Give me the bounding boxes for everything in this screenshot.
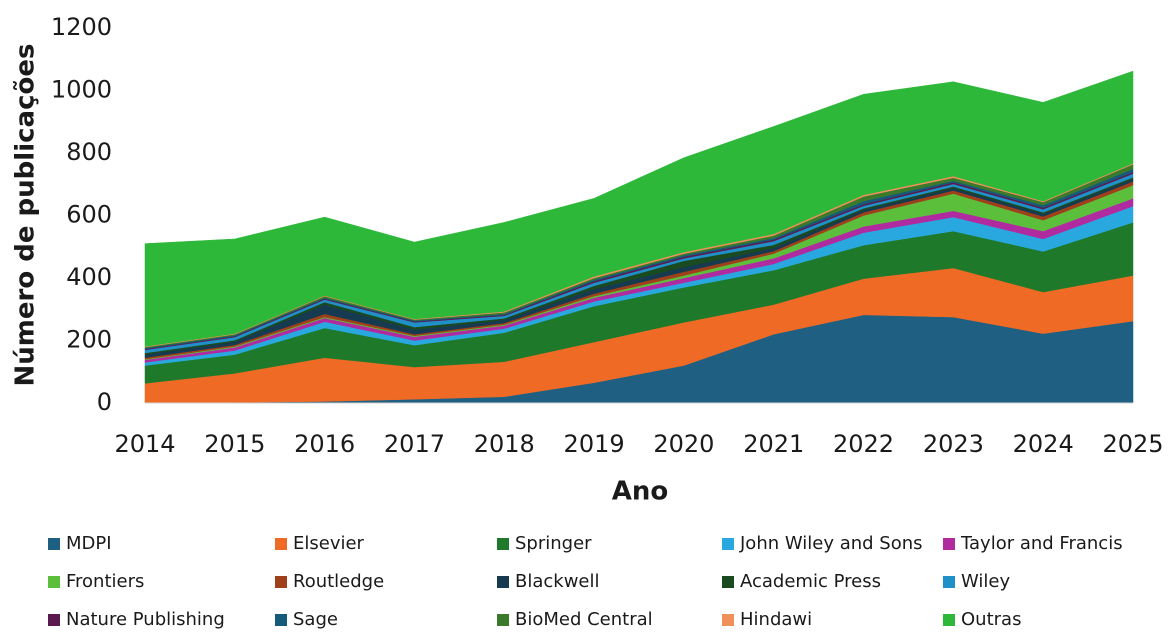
y-tick-label: 200 — [66, 326, 112, 354]
legend-swatch — [48, 576, 60, 588]
legend-label: Sage — [293, 609, 338, 630]
x-tick-label: 2025 — [1102, 430, 1163, 458]
legend-label: BioMed Central — [515, 609, 653, 630]
legend-label: Routledge — [293, 571, 384, 592]
legend-label: Springer — [515, 533, 592, 554]
legend-swatch — [943, 576, 955, 588]
x-tick-label: 2014 — [114, 430, 175, 458]
legend-label: Nature Publishing — [66, 609, 225, 630]
legend-swatch — [722, 576, 734, 588]
x-tick-label: 2016 — [294, 430, 355, 458]
legend-swatch — [275, 576, 287, 588]
x-tick-label: 2015 — [204, 430, 265, 458]
legend-label: MDPI — [66, 533, 112, 554]
y-tick-label: 1000 — [51, 76, 112, 104]
legend-swatch — [48, 538, 60, 550]
y-axis-title: Número de publicações — [11, 44, 41, 387]
legend-swatch — [943, 538, 955, 550]
legend-label: Academic Press — [740, 571, 881, 592]
legend-label: Hindawi — [740, 609, 812, 630]
y-tick-label: 600 — [66, 201, 112, 229]
legend-label: Outras — [961, 609, 1021, 630]
x-tick-label: 2023 — [923, 430, 984, 458]
legend-swatch — [722, 614, 734, 626]
x-axis-title: Ano — [612, 477, 669, 507]
x-tick-label: 2020 — [653, 430, 714, 458]
area — [144, 70, 1134, 347]
y-tick-label: 0 — [97, 388, 112, 416]
legend-swatch — [497, 538, 509, 550]
y-tick-label: 400 — [66, 263, 112, 291]
x-tick-label: 2019 — [564, 430, 625, 458]
legend-swatch — [48, 614, 60, 626]
legend-swatch — [497, 614, 509, 626]
x-tick-label: 2017 — [384, 430, 445, 458]
legend-swatch — [275, 538, 287, 550]
x-tick-label: 2024 — [1013, 430, 1074, 458]
legend-label: John Wiley and Sons — [739, 533, 923, 554]
legend-label: Taylor and Francis — [960, 533, 1123, 554]
x-tick-label: 2022 — [833, 430, 894, 458]
legend-swatch — [497, 576, 509, 588]
areas — [144, 70, 1134, 404]
legend-swatch — [722, 538, 734, 550]
y-tick-label: 800 — [66, 138, 112, 166]
legend-label: Frontiers — [66, 571, 144, 592]
legend-label: Wiley — [961, 571, 1010, 592]
x-tick-label: 2021 — [743, 430, 804, 458]
y-tick-label: 1200 — [51, 13, 112, 41]
legend-swatch — [943, 614, 955, 626]
legend-label: Blackwell — [515, 571, 600, 592]
legend-swatch — [275, 614, 287, 626]
x-tick-label: 2018 — [474, 430, 535, 458]
legend-label: Elsevier — [293, 533, 365, 554]
